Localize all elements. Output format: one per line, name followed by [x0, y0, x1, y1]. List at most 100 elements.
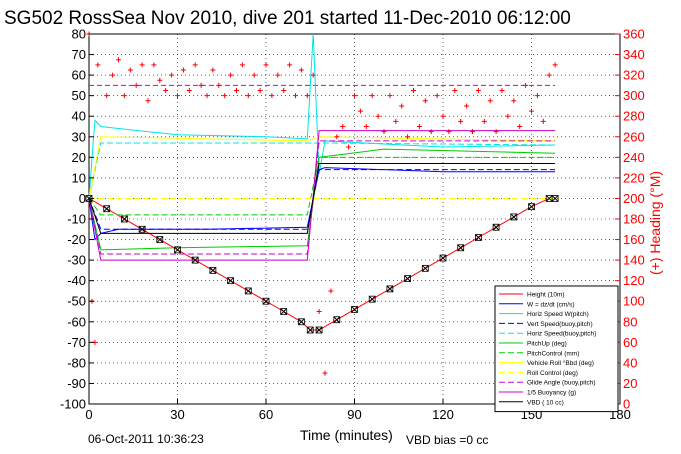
- y-tick-label: -90: [67, 376, 86, 391]
- series-marker: [103, 205, 111, 213]
- x-tick-label: 90: [347, 407, 361, 422]
- series-marker: [386, 285, 394, 293]
- series-marker: [121, 215, 128, 223]
- heading-point: [245, 93, 251, 99]
- series-marker-box: [315, 326, 323, 334]
- left-axis: -100-90-80-70-60-50-40-30-20-10010203040…: [60, 27, 94, 412]
- heading-point: [139, 62, 145, 68]
- heading-point: [110, 72, 116, 78]
- heading-point: [416, 124, 422, 129]
- x-tick-label: 30: [170, 407, 184, 422]
- right-tick-label: 340: [623, 47, 645, 62]
- heading-point: [116, 57, 121, 63]
- heading-point: [257, 88, 263, 94]
- series-marker-box: [368, 295, 376, 303]
- chart-title: SG502 RossSea Nov 2010, dive 201 started…: [4, 8, 571, 29]
- heading-point: [529, 108, 534, 114]
- right-tick-label: 180: [623, 212, 645, 227]
- series-line: [88, 33, 556, 199]
- legend-entry: PitchControl (mm): [527, 350, 579, 357]
- series-line: [88, 130, 556, 261]
- series-marker: [156, 236, 164, 243]
- y-tick-label: 40: [72, 109, 86, 124]
- heading-point: [470, 129, 475, 135]
- series-marker: [315, 326, 323, 334]
- heading-point: [534, 93, 540, 99]
- right-tick-label: 160: [623, 232, 645, 247]
- heading-point: [446, 129, 452, 135]
- series-marker: [368, 295, 376, 303]
- heading-point: [251, 72, 257, 78]
- heading-point: [157, 77, 163, 83]
- right-tick-label: 100: [623, 294, 645, 309]
- series-line: [88, 140, 556, 255]
- series-marker-box: [492, 223, 500, 231]
- heading-point: [169, 72, 175, 78]
- heading-point: [434, 93, 440, 99]
- series-marker-box: [174, 246, 181, 254]
- right-axis: 0 20 40 60 80 100 120 140 160 180 200 220 240 260 280 3…: [615, 27, 645, 412]
- series-marker: [404, 275, 411, 282]
- heading-point: [322, 370, 328, 376]
- heading-point: [552, 62, 558, 68]
- legend-entry: Horiz Speed(buoy,pitch): [527, 331, 596, 338]
- heading-point: [133, 82, 139, 88]
- heading-point: [310, 72, 316, 78]
- series-marker: [439, 254, 447, 262]
- heading-point: [428, 129, 434, 135]
- y-tick-label: -30: [67, 253, 86, 268]
- series-marker: [244, 287, 252, 295]
- heading-point: [127, 67, 133, 73]
- series-line: [88, 156, 556, 216]
- y-tick-label: -40: [67, 273, 86, 288]
- series-marker-box: [306, 326, 314, 334]
- series-marker-box: [474, 234, 482, 241]
- series-marker: [227, 277, 234, 285]
- series-marker-box: [209, 266, 217, 274]
- right-tick-label: 260: [623, 129, 645, 144]
- series-marker-box: [191, 256, 199, 264]
- legend-entry: Vert Speed(buoy,pitch): [527, 321, 593, 328]
- heading-point: [121, 93, 127, 99]
- series-marker: [457, 244, 465, 252]
- heading-point: [540, 118, 546, 124]
- right-tick-label: 80: [623, 314, 637, 329]
- series-marker-box: [121, 215, 128, 223]
- legend-entry: 1/5 Buoyancy (g): [527, 390, 576, 397]
- heading-point: [269, 93, 275, 99]
- heading-point: [340, 124, 346, 129]
- heading-point: [298, 67, 304, 73]
- heading-point: [234, 88, 239, 94]
- right-axis-label: (+) Heading (°M): [647, 171, 663, 275]
- series-marker: [138, 225, 146, 233]
- series-marker: [280, 308, 288, 315]
- heading-point: [499, 88, 505, 94]
- heading-point: [357, 108, 363, 114]
- series-line: [88, 163, 556, 234]
- heading-point: [411, 88, 416, 94]
- series-marker-box: [528, 203, 535, 211]
- right-tick-label: 40: [623, 355, 637, 370]
- series-marker-box: [421, 264, 429, 272]
- y-tick-label: -80: [67, 355, 86, 370]
- heading-point: [369, 93, 375, 99]
- heading-point: [393, 118, 399, 124]
- series-line: [88, 142, 556, 199]
- legend-entry: Glide Angle (buoy,pitch): [527, 380, 596, 387]
- right-tick-label: 140: [623, 253, 645, 268]
- legend: Height (10m) W = dz/dt (cm/s) Horiz Speed …: [494, 285, 619, 413]
- heading-point: [475, 88, 481, 94]
- y-tick-label: 60: [72, 68, 86, 83]
- series-layer: [88, 33, 556, 331]
- heading-point: [287, 62, 293, 68]
- heading-point: [192, 62, 198, 68]
- heading-point: [334, 134, 340, 140]
- heading-point: [487, 98, 493, 104]
- heading-point: [104, 93, 110, 99]
- heading-point: [452, 88, 458, 94]
- series-marker: [475, 234, 482, 241]
- heading-point: [216, 82, 222, 88]
- right-tick-label: 280: [623, 109, 645, 124]
- heading-point: [458, 118, 464, 124]
- series-marker-box: [439, 254, 447, 262]
